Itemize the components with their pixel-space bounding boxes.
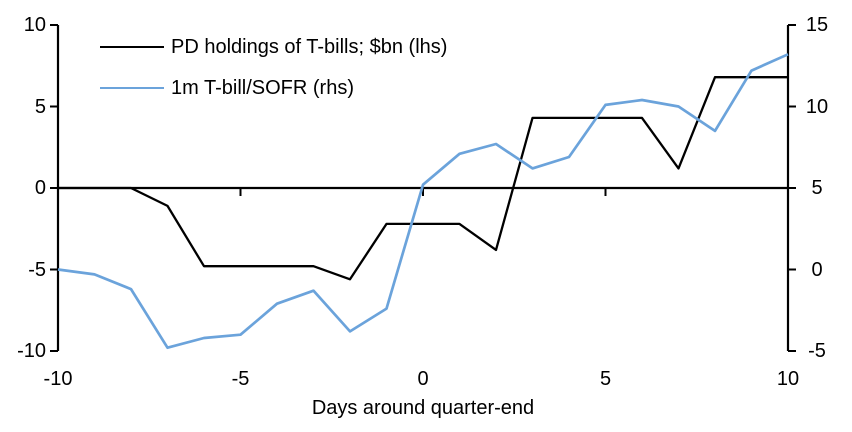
x-axis-title: Days around quarter-end <box>311 397 535 419</box>
x-axis-tick-label: 10 <box>776 368 800 390</box>
right-axis-tick-label: 15 <box>805 14 829 36</box>
x-axis-tick-label: -10 <box>43 368 73 390</box>
x-axis-tick-label: -5 <box>231 368 250 390</box>
left-axis-tick-label: 10 <box>23 14 46 36</box>
right-axis-tick-label: -5 <box>808 340 826 362</box>
right-axis-tick-label: 0 <box>811 258 823 281</box>
legend-line-sample-black <box>100 46 164 48</box>
x-axis-tick-label: 0 <box>417 368 429 390</box>
legend-item-tbill-sofr: 1m T-bill/SOFR (rhs) <box>100 75 447 101</box>
left-axis-tick-label: -5 <box>28 258 46 281</box>
x-axis-tick-label: 5 <box>599 368 612 390</box>
legend-label-tbill-sofr: 1m T-bill/SOFR (rhs) <box>171 77 354 99</box>
legend: PD holdings of T-bills; $bn (lhs) 1m T-b… <box>100 34 447 116</box>
right-axis-tick-label: 10 <box>805 95 829 118</box>
legend-line-sample-blue <box>100 87 164 89</box>
series-line-0 <box>58 76 788 281</box>
right-axis-tick-label: 5 <box>811 177 823 199</box>
left-axis-tick-label: 5 <box>34 95 46 118</box>
legend-label-pd-holdings: PD holdings of T-bills; $bn (lhs) <box>171 36 448 58</box>
left-axis-tick-label: -10 <box>17 340 46 362</box>
series-line-1 <box>57 53 789 350</box>
legend-item-pd-holdings: PD holdings of T-bills; $bn (lhs) <box>100 34 447 60</box>
left-axis-tick-label: 0 <box>34 177 46 199</box>
